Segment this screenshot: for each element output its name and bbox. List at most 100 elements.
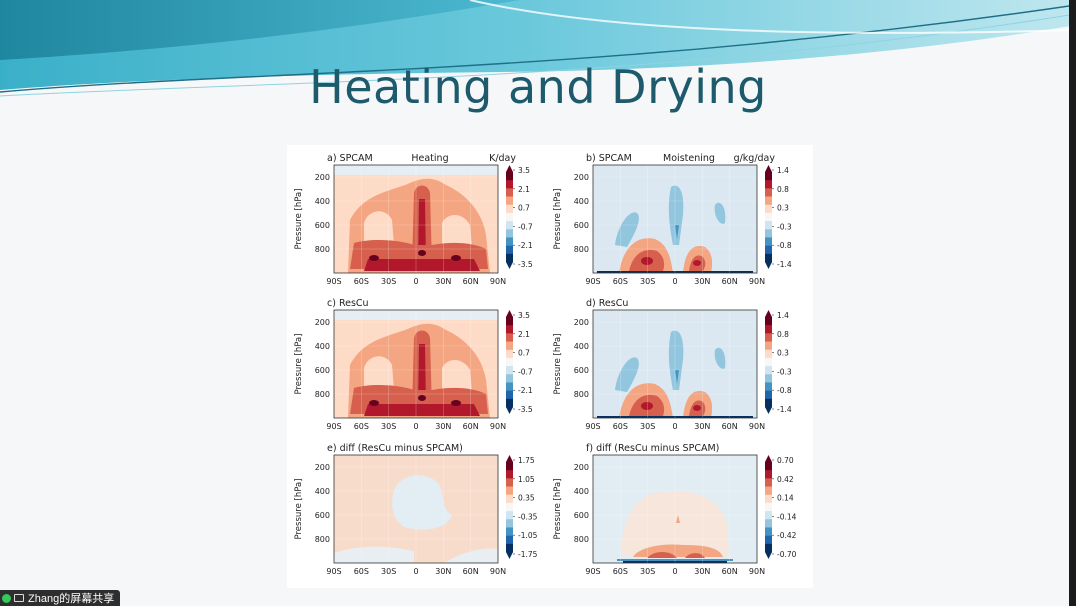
panel-title: d) ResCu <box>586 298 628 309</box>
x-tick-label: 60S <box>613 567 628 576</box>
screen-share-icon <box>14 594 24 602</box>
x-tick-label: 90N <box>490 567 506 576</box>
colorbar-tick-label: -0.3 <box>777 367 792 376</box>
x-tick-label: 0 <box>672 567 677 576</box>
x-tick-label: 0 <box>672 422 677 431</box>
colorbar-tick-label: -0.8 <box>777 241 792 250</box>
y-axis-label: Pressure [hPa] <box>294 479 304 540</box>
x-tick-label: 0 <box>413 422 418 431</box>
panel-title: c) ResCu <box>327 298 369 309</box>
y-tick-label: 200 <box>574 463 589 472</box>
contour-field <box>334 310 498 418</box>
y-tick-label: 400 <box>315 197 330 206</box>
contour-panel-d: d) ResCu 200 400 600 800 90S 60S 30S 0 30N 60N 90N P… <box>553 298 792 431</box>
y-tick-label: 200 <box>574 318 589 327</box>
y-tick-label: 600 <box>574 221 589 230</box>
colorbar-tick-label: 0.8 <box>777 330 789 339</box>
y-tick-label: 800 <box>574 535 589 544</box>
x-tick-label: 60N <box>722 422 738 431</box>
y-tick-label: 800 <box>315 535 330 544</box>
x-tick-label: 30N <box>694 277 710 286</box>
x-tick-label: 60N <box>722 277 738 286</box>
colorbar-tick-label: 2.1 <box>518 185 530 194</box>
contour-panel-c: c) ResCu 200 400 600 800 90S 60S 30S 0 30N 60N 90N P… <box>294 298 533 431</box>
x-tick-label: 30N <box>435 422 451 431</box>
y-tick-label: 200 <box>315 173 330 182</box>
y-tick-label: 600 <box>315 511 330 520</box>
colorbar-tick-label: 0.70 <box>777 456 794 465</box>
colorbar-tick-label: -0.7 <box>518 222 533 231</box>
y-axis-label: Pressure [hPa] <box>553 479 563 540</box>
x-tick-label: 60S <box>354 277 369 286</box>
colorbar-tick-label: 3.5 <box>518 311 530 320</box>
x-tick-label: 60S <box>613 422 628 431</box>
colorbar-tick-label: -0.42 <box>777 531 797 540</box>
y-axis-label: Pressure [hPa] <box>294 189 304 250</box>
x-tick-label: 60N <box>463 567 479 576</box>
x-tick-label: 90N <box>749 277 765 286</box>
y-tick-label: 800 <box>574 390 589 399</box>
x-tick-label: 60S <box>354 422 369 431</box>
y-tick-label: 400 <box>315 487 330 496</box>
slide-header-waves <box>0 0 1076 97</box>
colorbar-tick-label: -0.7 <box>518 367 533 376</box>
colorbar-tick-label: 0.42 <box>777 475 794 484</box>
colorbar-tick-label: -1.4 <box>777 260 792 269</box>
x-tick-label: 90N <box>749 567 765 576</box>
x-tick-label: 60N <box>463 277 479 286</box>
x-tick-label: 30S <box>381 567 396 576</box>
contour-field <box>334 165 498 273</box>
panel-title: a) SPCAM <box>327 153 373 164</box>
x-tick-label: 30S <box>381 422 396 431</box>
y-tick-label: 600 <box>574 366 589 375</box>
colorbar-tick-label: 0.3 <box>777 349 789 358</box>
x-tick-label: 90N <box>749 422 765 431</box>
window-edge <box>1069 0 1076 606</box>
y-axis-label: Pressure [hPa] <box>294 334 304 395</box>
y-tick-label: 800 <box>574 245 589 254</box>
colorbar: 3.5 2.1 0.7 -0.7 -2.1 -3.5 <box>506 165 533 269</box>
colorbar: 1.4 0.8 0.3 -0.3 -0.8 -1.4 <box>765 165 792 269</box>
slide-title: Heating and Drying <box>309 60 767 114</box>
colorbar-tick-label: -3.5 <box>518 405 533 414</box>
colorbar-tick-label: -0.3 <box>777 222 792 231</box>
x-tick-label: 30S <box>640 277 655 286</box>
x-tick-label: 0 <box>413 277 418 286</box>
panel-unit: g/kg/day <box>734 153 776 164</box>
y-tick-label: 800 <box>315 390 330 399</box>
x-tick-label: 60N <box>463 422 479 431</box>
plot-frame <box>592 309 758 419</box>
colorbar-tick-label: 0.35 <box>518 494 535 503</box>
x-tick-label: 30N <box>435 277 451 286</box>
panel-title: e) diff (ResCu minus SPCAM) <box>327 443 463 454</box>
contour-field <box>593 165 757 273</box>
y-tick-label: 600 <box>315 221 330 230</box>
x-tick-label: 90S <box>585 567 600 576</box>
x-tick-label: 90S <box>326 422 341 431</box>
colorbar-tick-label: 0.7 <box>518 204 530 213</box>
x-tick-label: 30N <box>694 422 710 431</box>
colorbar: 1.4 0.8 0.3 -0.3 -0.8 -1.4 <box>765 310 792 414</box>
colorbar-tick-label: 0.3 <box>777 204 789 213</box>
x-tick-label: 90N <box>490 277 506 286</box>
x-tick-label: 30S <box>640 567 655 576</box>
contour-panel-b: b) SPCAM Moistening g/kg/day 200 400 600 800 90… <box>553 153 792 286</box>
y-tick-label: 400 <box>574 197 589 206</box>
x-tick-label: 60N <box>722 567 738 576</box>
y-tick-label: 200 <box>315 318 330 327</box>
y-axis-label: Pressure [hPa] <box>553 189 563 250</box>
y-tick-label: 400 <box>315 342 330 351</box>
contour-panel-f: f) diff (ResCu minus SPCAM) 200 400 600 800 9… <box>553 443 797 576</box>
colorbar-tick-label: 0.8 <box>777 185 789 194</box>
y-tick-label: 800 <box>315 245 330 254</box>
x-tick-label: 0 <box>672 277 677 286</box>
plot-frame <box>592 164 758 274</box>
microphone-status-icon <box>2 593 11 603</box>
colorbar-tick-label: -2.1 <box>518 386 533 395</box>
colorbar-tick-label: 0.7 <box>518 349 530 358</box>
colorbar-tick-label: -1.4 <box>777 405 792 414</box>
screen-share-indicator[interactable]: Zhang的屏幕共享 <box>0 590 121 606</box>
x-tick-label: 30N <box>694 567 710 576</box>
colorbar-tick-label: -3.5 <box>518 260 533 269</box>
